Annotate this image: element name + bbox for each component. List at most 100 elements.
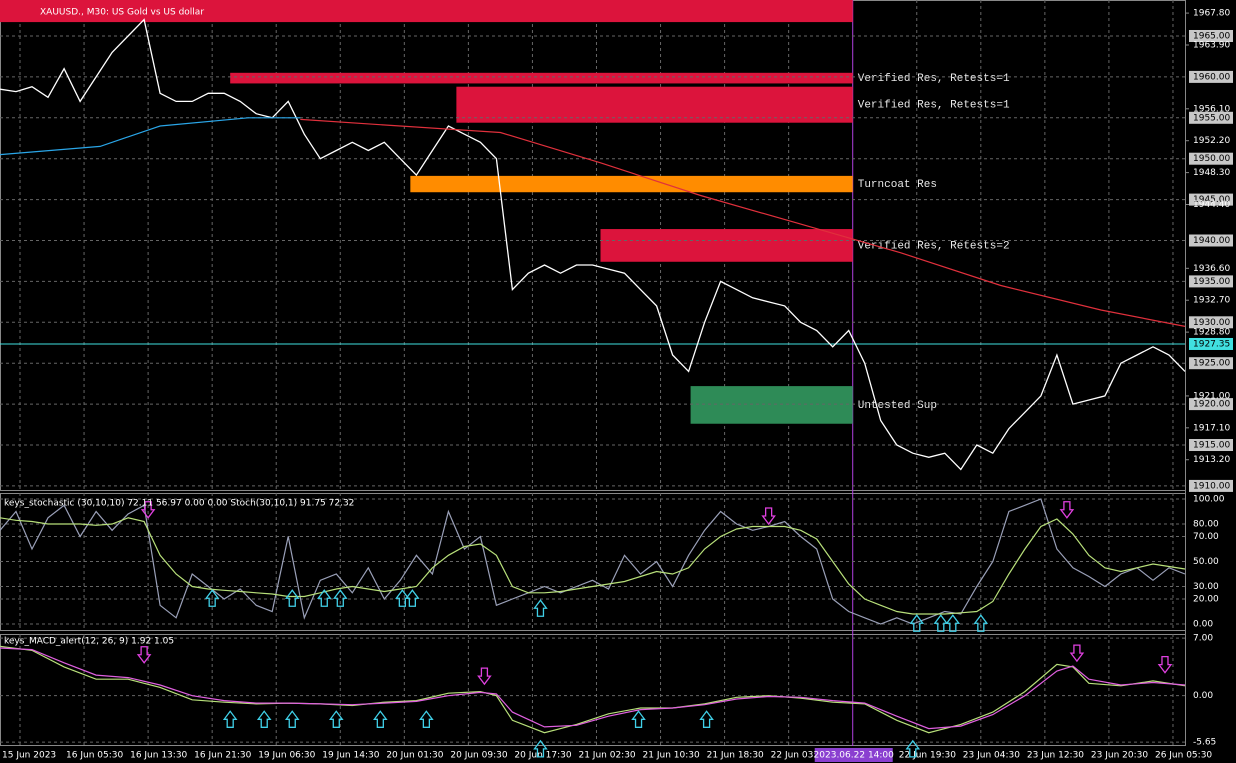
panel-title: keys_MACD_alert(12, 26, 9) 1.92 1.05	[4, 637, 174, 647]
zone-label: Verified Res, Retests=1	[858, 73, 1010, 85]
y-tick-label: 0.00	[1193, 620, 1213, 630]
x-tick-label: 15 Jun 2023	[2, 751, 56, 761]
x-tick-label: 20 Jun 09:30	[450, 751, 507, 761]
up-arrow	[316, 589, 332, 607]
y-tick-label: 80.00	[1193, 520, 1219, 530]
y-tick-label: -5.65	[1193, 738, 1216, 748]
x-tick-label: 23 Jun 12:30	[1027, 751, 1084, 761]
zone	[690, 386, 853, 424]
x-tick-label: 23 Jun 20:30	[1091, 751, 1148, 761]
up-arrow	[204, 589, 220, 607]
x-tick-label: 21 Jun 18:30	[707, 751, 764, 761]
y-tick-label: 1945.00	[1193, 195, 1230, 205]
y-tick-label: 1965.00	[1193, 31, 1230, 41]
x-tick-label: 23 Jun 04:30	[963, 751, 1020, 761]
y-tick-box	[1189, 357, 1233, 370]
y-tick-box	[1189, 29, 1233, 42]
up-arrow	[405, 589, 420, 607]
zone-label: Verified Res, Retests=2	[858, 240, 1010, 252]
y-tick-label: 1932.70	[1193, 296, 1230, 306]
x-tick-label: 16 Jun 05:30	[66, 751, 123, 761]
series-line	[0, 498, 1186, 625]
y-tick-label: 1950.00	[1193, 154, 1230, 164]
series-line	[0, 647, 1186, 730]
zone-label: Untested Sup	[858, 400, 937, 412]
down-arrow	[761, 507, 776, 526]
panel-title: keys_stochastic (30,10,10) 72.11 56.97 0…	[4, 499, 354, 509]
y-tick-label: 1930.00	[1193, 318, 1230, 328]
y-tick-box	[1189, 152, 1233, 165]
up-arrow	[699, 710, 714, 728]
x-tick-label: 21 Jun 10:30	[643, 751, 700, 761]
x-tick-label: 16 Jun 21:30	[194, 751, 251, 761]
y-tick-box	[1189, 479, 1233, 492]
up-arrow	[945, 614, 961, 632]
up-arrow	[256, 710, 272, 728]
y-tick-label: 1913.20	[1193, 455, 1230, 465]
zone-label: Verified Res, Retests=1	[858, 100, 1010, 112]
y-tick-label: 1921.00	[1193, 391, 1230, 401]
up-arrow	[328, 710, 344, 728]
y-tick-label: 1915.00	[1193, 441, 1230, 451]
y-tick-label: 1917.10	[1193, 423, 1230, 433]
series-line	[0, 18, 1186, 471]
up-arrow	[909, 614, 925, 632]
zone	[456, 86, 853, 123]
current-price-label: 1927.35	[1193, 339, 1230, 349]
panel-title: XAUUSD., M30: US Gold vs US dollar	[40, 8, 204, 18]
up-arrow	[905, 739, 921, 758]
y-tick-box	[1189, 316, 1233, 329]
series-line	[0, 645, 1186, 734]
zone-label: Turncoat Res	[858, 179, 937, 191]
y-tick-box	[1189, 398, 1233, 411]
current-price-box	[1189, 337, 1233, 350]
x-tick-label: 21 Jun 02:30	[578, 751, 635, 761]
series-line	[0, 117, 301, 156]
y-tick-label: 1920.00	[1193, 400, 1230, 410]
y-tick-label: 1948.30	[1193, 168, 1230, 178]
x-tick-label: 19 Jun 14:30	[322, 751, 379, 761]
y-tick-label: 1925.00	[1193, 359, 1230, 369]
up-arrow	[284, 589, 300, 607]
y-tick-label: 7.00	[1193, 634, 1213, 644]
cursor-label: 2023.06.22 14:00	[814, 751, 895, 761]
zone	[230, 72, 853, 84]
y-tick-box	[1189, 111, 1233, 124]
y-tick-label: 1956.10	[1193, 104, 1230, 114]
series-line	[0, 517, 1186, 615]
zone	[410, 175, 853, 193]
y-tick-label: 1963.90	[1193, 40, 1230, 50]
y-tick-label: 1944.40	[1193, 200, 1230, 210]
y-tick-label: 1928.80	[1193, 328, 1230, 338]
x-tick-label: 26 Jun 05:30	[1155, 751, 1212, 761]
x-tick-label: 19 Jun 06:30	[258, 751, 315, 761]
y-tick-box	[1189, 70, 1233, 83]
y-tick-label: 1967.80	[1193, 9, 1230, 19]
y-tick-label: 30.00	[1193, 582, 1219, 592]
y-tick-label: 1910.00	[1193, 481, 1230, 491]
down-arrow	[140, 501, 156, 519]
y-tick-label: 50.00	[1193, 557, 1219, 567]
down-arrow	[1157, 655, 1173, 674]
y-tick-label: 1952.20	[1193, 136, 1230, 146]
up-arrow	[284, 710, 300, 728]
y-tick-box	[1189, 275, 1233, 288]
up-arrow	[973, 614, 989, 632]
up-arrow	[222, 710, 238, 728]
y-tick-label: 1960.00	[1193, 72, 1230, 82]
zone	[600, 229, 853, 262]
down-arrow	[1059, 501, 1075, 519]
up-arrow	[533, 739, 548, 758]
up-arrow	[419, 710, 434, 728]
y-tick-label: 1955.00	[1193, 113, 1230, 123]
up-arrow	[631, 710, 646, 728]
y-tick-box	[1189, 439, 1233, 452]
y-tick-label: 1940.00	[1193, 236, 1230, 246]
x-tick-label: 22 Jun 19:30	[899, 751, 956, 761]
y-tick-label: 0.00	[1193, 691, 1213, 701]
y-tick-box	[1189, 193, 1233, 206]
up-arrow	[332, 589, 348, 607]
y-tick-label: 100.00	[1193, 495, 1225, 505]
